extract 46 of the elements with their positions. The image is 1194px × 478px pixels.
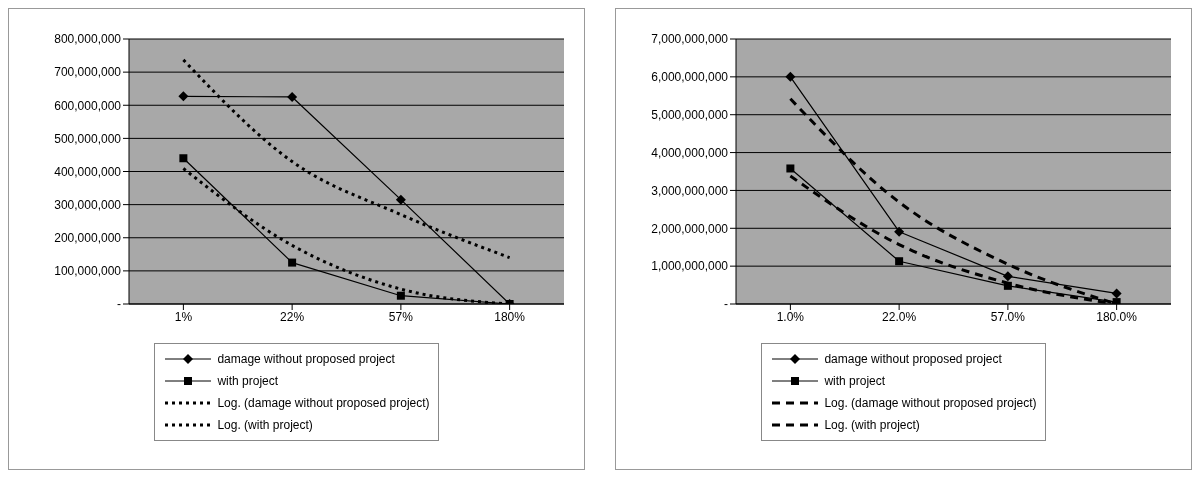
y-tick-label: 100,000,000: [54, 264, 122, 279]
y-tick-label: 500,000,000: [54, 131, 122, 146]
y-tick-label: 1,000,000,000: [651, 259, 729, 274]
y-tick-label: 200,000,000: [54, 231, 122, 246]
x-tick-label: 180%: [494, 309, 526, 324]
point: [395, 194, 406, 205]
point: [179, 154, 188, 163]
y-tick-label: 2,000,000,000: [651, 221, 729, 236]
y-tick-label: 400,000,000: [54, 164, 122, 179]
x-tick-label: 22.0%: [882, 309, 917, 324]
point: [178, 91, 189, 102]
x-tick-label: 1%: [174, 309, 193, 324]
x-tick-label: 22%: [280, 309, 305, 324]
y-tick-label: 3,000,000,000: [651, 183, 729, 198]
point: [288, 258, 297, 267]
y-tick-label: -: [724, 297, 728, 312]
legend-label: Log. (damage without proposed project): [217, 396, 430, 410]
y-tick-label: -: [117, 297, 121, 312]
y-tick-label: 300,000,000: [54, 197, 122, 212]
y-tick-label: 4,000,000,000: [651, 145, 729, 160]
point: [1002, 271, 1013, 282]
legend-label: Log. (with project): [824, 418, 920, 432]
legend-label: with project: [217, 374, 279, 388]
point: [1111, 288, 1122, 299]
x-tick-label: 1.0%: [776, 309, 805, 324]
x-tick-label: 57%: [388, 309, 414, 324]
point: [894, 226, 905, 237]
legend-label: damage without proposed project: [824, 352, 1002, 366]
point: [1003, 281, 1012, 290]
y-tick-label: 5,000,000,000: [651, 107, 729, 122]
y-tick-label: 700,000,000: [54, 65, 122, 80]
point: [396, 291, 405, 300]
y-tick-label: 7,000,000,000: [651, 32, 729, 47]
legend-label: with project: [824, 374, 886, 388]
x-tick-label: 180.0%: [1096, 309, 1138, 324]
legend-label: damage without proposed project: [217, 352, 395, 366]
point: [287, 91, 298, 102]
y-tick-label: 800,000,000: [54, 32, 122, 47]
point: [786, 164, 795, 173]
x-tick-label: 57.0%: [990, 309, 1026, 324]
point: [785, 71, 796, 82]
legend-label: Log. (damage without proposed project): [824, 396, 1037, 410]
y-tick-label: 6,000,000,000: [651, 70, 729, 85]
y-tick-label: 600,000,000: [54, 98, 122, 113]
legend-label: Log. (with project): [217, 418, 313, 432]
point: [895, 257, 904, 266]
